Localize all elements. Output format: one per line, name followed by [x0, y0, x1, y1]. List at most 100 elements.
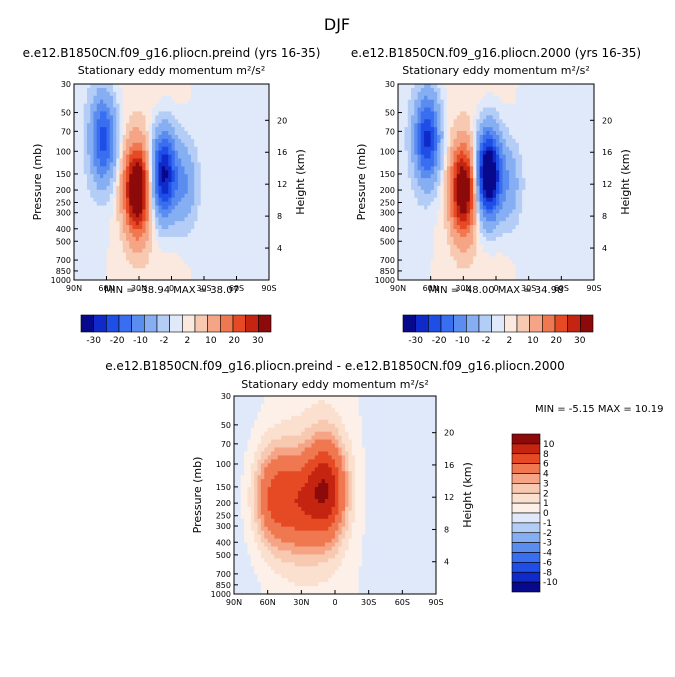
field-cell [132, 201, 137, 207]
colorbar-swatch [144, 314, 158, 333]
field-cell [259, 154, 264, 160]
field-cell [437, 123, 442, 128]
field-cell [430, 170, 435, 175]
field-cell [119, 182, 124, 187]
field-cell [80, 209, 85, 214]
field-cell [433, 111, 438, 116]
field-cell [116, 229, 121, 234]
field-cell [440, 170, 445, 175]
field-cell [80, 95, 85, 101]
field-cell [119, 174, 124, 179]
field-cell [450, 154, 455, 160]
field-cell [132, 154, 137, 160]
field-cell [482, 123, 487, 128]
field-cell [453, 127, 458, 132]
field-cell [100, 248, 104, 254]
field-cell [460, 131, 464, 136]
field-cell [482, 178, 487, 183]
field-cell [243, 232, 247, 238]
field-cell [207, 264, 212, 269]
field-cell [482, 99, 487, 105]
field-cell [469, 182, 474, 187]
field-cell [207, 170, 212, 175]
field-cell [417, 134, 422, 140]
field-cell [443, 174, 448, 179]
field-cell [246, 232, 251, 238]
field-cell [433, 158, 438, 163]
field-cell [194, 111, 199, 116]
field-cell [217, 123, 221, 128]
field-cell [178, 103, 182, 109]
field-cell [155, 174, 160, 179]
field-cell [226, 252, 231, 258]
field-cell [165, 225, 169, 230]
field-cell [453, 256, 458, 261]
field-cell [440, 99, 445, 105]
field-cell [181, 178, 186, 183]
field-cell [132, 185, 137, 191]
field-cell [453, 154, 458, 160]
field-cell [460, 111, 464, 116]
field-cell [191, 127, 195, 132]
field-cell [518, 248, 523, 254]
field-cell [482, 111, 487, 116]
field-cell [109, 229, 114, 234]
field-cell [518, 87, 523, 93]
field-cell [249, 260, 254, 265]
field-cell [106, 209, 111, 214]
field-cell [443, 166, 448, 171]
field-cell [207, 193, 212, 199]
field-cell [106, 225, 111, 230]
field-cell [165, 264, 169, 269]
field-cell [90, 131, 95, 136]
field-cell [90, 229, 95, 234]
field-cell [113, 182, 117, 187]
field-cell [515, 189, 520, 195]
field-cell [460, 142, 464, 148]
field-cell [417, 236, 422, 242]
field-cell [178, 248, 182, 254]
field-cell [135, 197, 140, 203]
field-cell [226, 162, 231, 167]
field-cell [407, 240, 412, 246]
field-cell [249, 162, 254, 167]
field-cell [456, 201, 461, 207]
field-cell [453, 205, 458, 211]
field-cell [404, 107, 409, 113]
field-cell [469, 131, 474, 136]
field-cell [259, 99, 264, 105]
field-cell [443, 189, 448, 195]
field-cell [155, 91, 160, 97]
field-cell [233, 182, 238, 187]
field-cell [165, 217, 169, 222]
field-cell [450, 158, 455, 163]
field-cell [515, 256, 520, 261]
field-cell [259, 225, 264, 230]
field-cell [226, 260, 231, 265]
field-cell [210, 158, 215, 163]
field-cell [460, 154, 464, 160]
field-cell [122, 268, 127, 273]
field-cell [443, 264, 448, 269]
field-cell [213, 260, 218, 265]
field-cell [129, 162, 134, 167]
field-cell [401, 229, 406, 234]
field-cell [460, 189, 464, 195]
field-cell [256, 111, 260, 116]
field-cell [181, 272, 186, 277]
field-cell [126, 276, 130, 280]
field-cell [132, 99, 137, 105]
field-cell [499, 111, 504, 116]
field-cell [476, 87, 481, 93]
field-cell [482, 119, 487, 124]
field-cell [430, 107, 435, 113]
field-cell [103, 170, 108, 175]
field-cell [259, 256, 264, 261]
field-cell [252, 197, 257, 203]
field-cell [233, 138, 238, 144]
field-cell [96, 142, 101, 148]
field-cell [106, 256, 111, 261]
field-cell [256, 182, 260, 187]
field-cell [226, 142, 231, 148]
field-cell [223, 272, 228, 277]
